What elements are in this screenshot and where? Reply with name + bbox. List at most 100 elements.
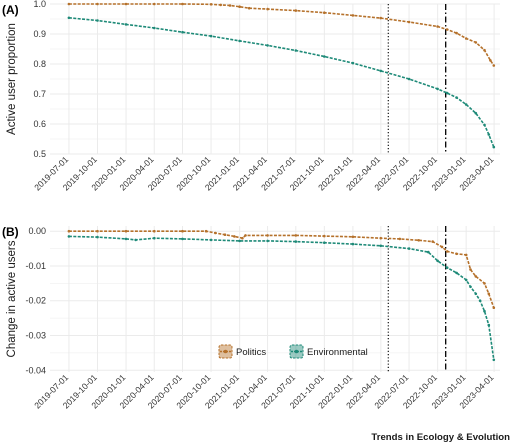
data-point: [241, 236, 244, 240]
legend-key-point: [223, 349, 228, 354]
data-point: [294, 49, 298, 52]
data-point: [379, 236, 383, 240]
data-point: [431, 240, 435, 243]
data-point: [124, 229, 128, 233]
gridlines: [50, 226, 500, 372]
data-point: [464, 253, 468, 257]
data-point: [427, 250, 430, 254]
data-point: [407, 77, 411, 81]
data-point: [153, 236, 156, 240]
data-point: [67, 235, 71, 238]
data-point: [323, 11, 326, 14]
y-axis-title: Active user proportion: [6, 23, 18, 135]
data-point: [455, 271, 458, 275]
panel-a: (A)0.50.60.70.80.91.02019-07-012019-10-0…: [2, 0, 500, 193]
data-point: [464, 278, 468, 282]
data-point: [181, 2, 184, 6]
series-environmental: [67, 235, 496, 362]
data-point: [323, 241, 326, 244]
series-line-environmental: [68, 235, 495, 360]
data-point: [181, 30, 184, 34]
series-line-politics: [68, 3, 495, 66]
data-point: [228, 4, 232, 7]
panel-label: (B): [2, 225, 19, 239]
data-point: [209, 3, 213, 6]
data-point: [294, 9, 298, 12]
data-point: [445, 28, 449, 31]
series-line-politics: [68, 230, 495, 308]
y-tick-label: 1.0: [33, 0, 46, 9]
data-point: [153, 229, 156, 233]
data-point: [294, 234, 298, 237]
panel-label: (A): [2, 3, 19, 17]
data-point: [474, 41, 478, 44]
data-point: [96, 2, 99, 6]
data-point: [436, 25, 439, 28]
data-point: [489, 59, 492, 62]
data-point: [67, 16, 71, 20]
data-point: [379, 244, 383, 248]
data-point: [407, 247, 411, 250]
data-point: [351, 242, 355, 246]
legend-label: Politics: [236, 347, 266, 358]
legend-item-environmental: Environmental: [289, 344, 368, 359]
data-point: [487, 323, 491, 327]
data-point: [407, 20, 411, 24]
data-point: [247, 6, 251, 10]
data-point: [379, 69, 383, 73]
data-point: [233, 235, 236, 238]
data-point: [266, 44, 269, 47]
y-tick-label: -0.01: [25, 261, 46, 271]
legend: Politics Environmental: [218, 344, 368, 359]
data-point: [474, 111, 478, 115]
data-point: [238, 39, 241, 43]
data-point: [223, 233, 227, 236]
y-tick-label: 0.8: [33, 59, 46, 69]
data-point: [67, 229, 71, 233]
y-tick-label: 0.5: [33, 149, 46, 159]
data-point: [483, 48, 486, 52]
data-point: [478, 299, 482, 303]
data-point: [464, 37, 468, 40]
y-tick-label: 0.7: [33, 89, 46, 99]
series-politics: [67, 2, 496, 67]
data-point: [469, 268, 472, 271]
y-tick-label: -0.04: [25, 365, 46, 375]
data-point: [181, 229, 184, 233]
data-point: [219, 3, 222, 7]
data-point: [445, 91, 449, 95]
data-point: [445, 266, 449, 270]
data-point: [455, 31, 458, 35]
legend-label: Environmental: [307, 347, 368, 358]
series-line-environmental: [68, 17, 495, 148]
data-point: [474, 292, 478, 296]
series-environmental: [67, 16, 496, 149]
data-point: [134, 238, 137, 242]
data-point: [455, 252, 458, 256]
data-point: [209, 34, 213, 38]
data-point: [483, 309, 486, 313]
y-tick-label: -0.03: [25, 331, 46, 341]
data-point: [96, 235, 99, 239]
data-point: [398, 237, 402, 241]
data-point: [455, 96, 458, 99]
data-point: [153, 2, 156, 6]
data-point: [96, 229, 99, 233]
journal-credit: Trends in Ecology & Evolution: [371, 432, 510, 443]
data-point: [181, 237, 184, 241]
data-point: [266, 234, 269, 237]
data-point: [266, 239, 269, 243]
series-politics: [67, 229, 496, 310]
legend-key-point: [294, 349, 299, 354]
data-point: [238, 5, 241, 8]
data-point: [244, 234, 247, 237]
y-tick-label: 0.9: [33, 29, 46, 39]
data-point: [351, 61, 355, 65]
data-point: [294, 240, 298, 243]
data-point: [204, 229, 208, 233]
data-point: [238, 239, 241, 243]
data-point: [492, 64, 496, 67]
data-point: [464, 103, 468, 106]
data-point: [96, 19, 99, 22]
data-point: [417, 239, 421, 242]
